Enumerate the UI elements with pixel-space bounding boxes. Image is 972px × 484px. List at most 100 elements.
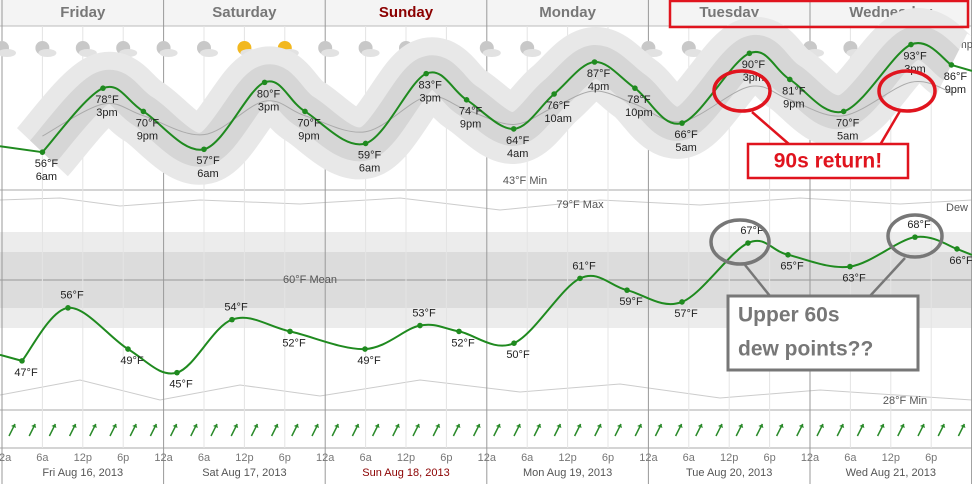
data-point [140, 108, 147, 115]
wind-head [960, 424, 966, 428]
wind-head [334, 424, 340, 428]
hour-label: 6p [440, 452, 452, 464]
hour-label: 6p [117, 452, 129, 464]
hour-label: 12p [235, 452, 253, 464]
data-point [908, 41, 914, 48]
hour-label: 12p [74, 452, 92, 464]
wind-head [192, 424, 198, 428]
time-label: 9pm [298, 130, 319, 142]
wind-head [132, 424, 138, 428]
value-label: 57°F [674, 308, 698, 320]
data-point [125, 346, 131, 352]
wind-head [475, 424, 481, 428]
time-label: 6am [359, 162, 380, 174]
value-label: 56°F [60, 290, 84, 302]
cloud-icon [159, 49, 178, 57]
time-label: 9pm [137, 130, 158, 142]
data-point [785, 252, 791, 258]
wind-head [536, 424, 542, 428]
callout-text: dew points?? [738, 338, 873, 361]
cloud-icon [523, 49, 542, 57]
time-label: 9pm [783, 98, 804, 110]
wind-head [819, 424, 824, 428]
callout-connector [869, 257, 906, 297]
wind-head [31, 424, 37, 428]
wind-head [516, 424, 521, 428]
data-point [624, 287, 630, 293]
time-label: 4am [507, 148, 528, 160]
cloud-icon [0, 49, 16, 57]
data-point [510, 126, 517, 132]
data-point [229, 316, 235, 323]
callout-box [746, 142, 910, 180]
wind-head [495, 424, 501, 428]
data-point [174, 369, 180, 376]
date-label: Sun Aug 18, 2013 [362, 467, 449, 479]
hour-label: 12a [316, 452, 335, 464]
data-point [912, 234, 918, 240]
callout-connector [744, 264, 771, 297]
wind-head [91, 424, 97, 428]
time-label: 3pm [96, 107, 117, 119]
value-label: 63°F [842, 273, 866, 285]
value-label: 65°F [780, 261, 804, 273]
data-point [632, 85, 638, 91]
panel-label: Dew [946, 202, 968, 214]
value-label: 59°F [358, 149, 382, 161]
data-point [591, 59, 598, 65]
wind-head [273, 424, 279, 428]
data-point [287, 328, 293, 335]
value-label: 83°F [419, 80, 443, 92]
callout-text: 90s return! [774, 150, 883, 173]
time-label: 3pm [258, 101, 279, 113]
value-label: 80°F [257, 88, 281, 100]
hour-label: 12p [558, 452, 576, 464]
min-line [0, 379, 972, 401]
hour-label: 6a [521, 452, 534, 464]
hour-label: 6a [36, 452, 49, 464]
date-label: Wed Aug 21, 2013 [846, 467, 936, 479]
hour-label: 12a [154, 452, 173, 464]
data-point [201, 146, 207, 153]
date-label: Tue Aug 20, 2013 [686, 467, 772, 479]
value-label: 47°F [14, 367, 38, 379]
value-label: 59°F [619, 296, 643, 308]
value-label: 70°F [136, 117, 160, 129]
wind-head [758, 424, 764, 428]
value-label: 52°F [282, 337, 306, 349]
value-label: 54°F [224, 302, 248, 314]
wind-head [839, 424, 845, 428]
wind-head [576, 424, 582, 428]
data-point [745, 240, 751, 246]
value-label: 81°F [782, 85, 806, 97]
time-label: 10pm [625, 107, 653, 119]
data-point [511, 340, 517, 346]
hour-label: 12a [639, 452, 658, 464]
value-label: 78°F [627, 94, 651, 106]
data-point [679, 299, 685, 305]
wind-head [152, 424, 158, 428]
cloud-icon [361, 49, 380, 57]
data-point [847, 263, 853, 270]
data-point [261, 79, 268, 86]
wind-head [253, 424, 259, 428]
wind-head [112, 424, 117, 428]
wind-head [374, 424, 380, 428]
cloud-icon [321, 49, 340, 57]
hour-label: 12a [0, 452, 12, 464]
wind-head [778, 424, 784, 428]
wind-head [879, 424, 885, 428]
time-label: 5am [837, 130, 858, 142]
wind-head [617, 424, 622, 428]
day-name: Sunday [379, 4, 434, 21]
hour-label: 6a [198, 452, 211, 464]
day-name: Tuesday [699, 4, 759, 21]
value-label: 67°F [740, 225, 764, 237]
wind-head [798, 424, 804, 428]
reference-label: 79°F Max [556, 199, 604, 211]
hour-label: 12a [801, 452, 820, 464]
time-label: 4pm [588, 81, 609, 93]
cloud-icon [482, 49, 501, 57]
time-label: 3pm [419, 93, 440, 105]
